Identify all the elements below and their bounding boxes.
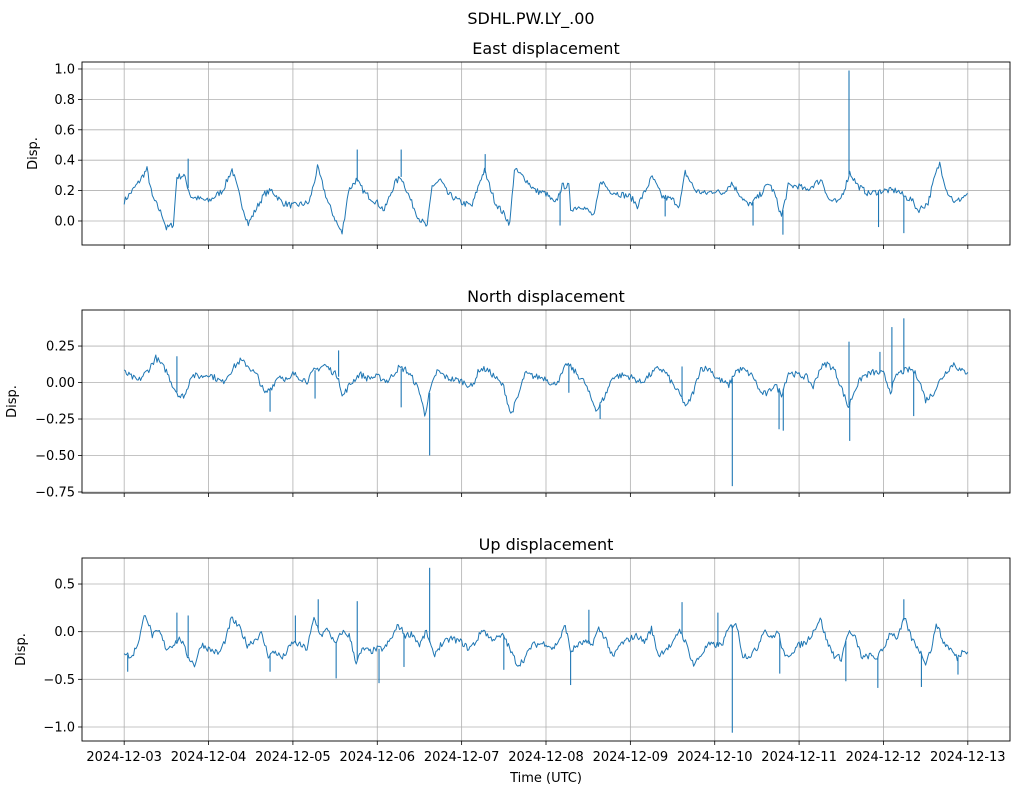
y-tick-label: 0.6	[54, 123, 75, 138]
series-line	[123, 354, 969, 417]
y-tick-label: −1.0	[43, 720, 75, 735]
y-tick-label: 0.00	[46, 376, 75, 391]
y-tick-label: −0.5	[43, 673, 75, 688]
series-line	[123, 615, 969, 668]
x-tick-label: 2024-12-08	[508, 750, 584, 765]
x-axis-label: Time (UTC)	[509, 771, 582, 786]
y-tick-label: 1.0	[54, 62, 75, 77]
y-tick-label: 0.5	[54, 578, 75, 593]
y-axis-label: Disp.	[5, 385, 20, 418]
y-tick-label: 0.2	[54, 184, 75, 199]
x-tick-label: 2024-12-04	[171, 750, 247, 765]
series-line	[123, 161, 969, 235]
y-tick-label: −0.75	[35, 485, 75, 500]
x-tick-label: 2024-12-10	[677, 750, 753, 765]
y-axis-label: Disp.	[14, 633, 29, 666]
panel-east: 0.0 0.2 0.4 0.6 0.8 1.0 East displacement Disp.	[26, 39, 1011, 249]
y-tick-label: 0.25	[46, 340, 75, 355]
y-tick-label: 0.0	[54, 214, 75, 229]
x-tick-label: 2024-12-06	[339, 750, 415, 765]
x-tick-label: 2024-12-03	[86, 750, 162, 765]
panel-title: Up displacement	[479, 535, 614, 554]
x-tick-label: 2024-12-13	[930, 750, 1006, 765]
y-axis-label: Disp.	[26, 137, 41, 170]
axes-frame	[81, 61, 1011, 246]
x-tick-label: 2024-12-07	[424, 750, 500, 765]
x-tick-label: 2024-12-12	[846, 750, 922, 765]
panel-up: 2024-12-03 2024-12-04 2024-12-05 2024-12-06…	[14, 535, 1011, 765]
y-tick-label: −0.50	[35, 449, 75, 464]
axes-frame	[81, 309, 1011, 494]
panel-title: North displacement	[467, 287, 625, 306]
y-tick-label: 0.4	[54, 154, 75, 169]
y-tick-label: 0.0	[54, 625, 75, 640]
panel-north: −0.75 −0.50 −0.25 0.00 0.25 North displacemen…	[5, 287, 1011, 500]
y-tick-label: 0.8	[54, 93, 75, 108]
y-tick-label: −0.25	[35, 413, 75, 428]
x-tick-label: 2024-12-11	[761, 750, 837, 765]
figure-title: SDHL.PW.LY_.00	[467, 9, 594, 29]
axes-frame	[81, 557, 1011, 742]
panel-title: East displacement	[472, 39, 619, 58]
x-tick-label: 2024-12-05	[255, 750, 331, 765]
x-tick-label: 2024-12-09	[593, 750, 669, 765]
